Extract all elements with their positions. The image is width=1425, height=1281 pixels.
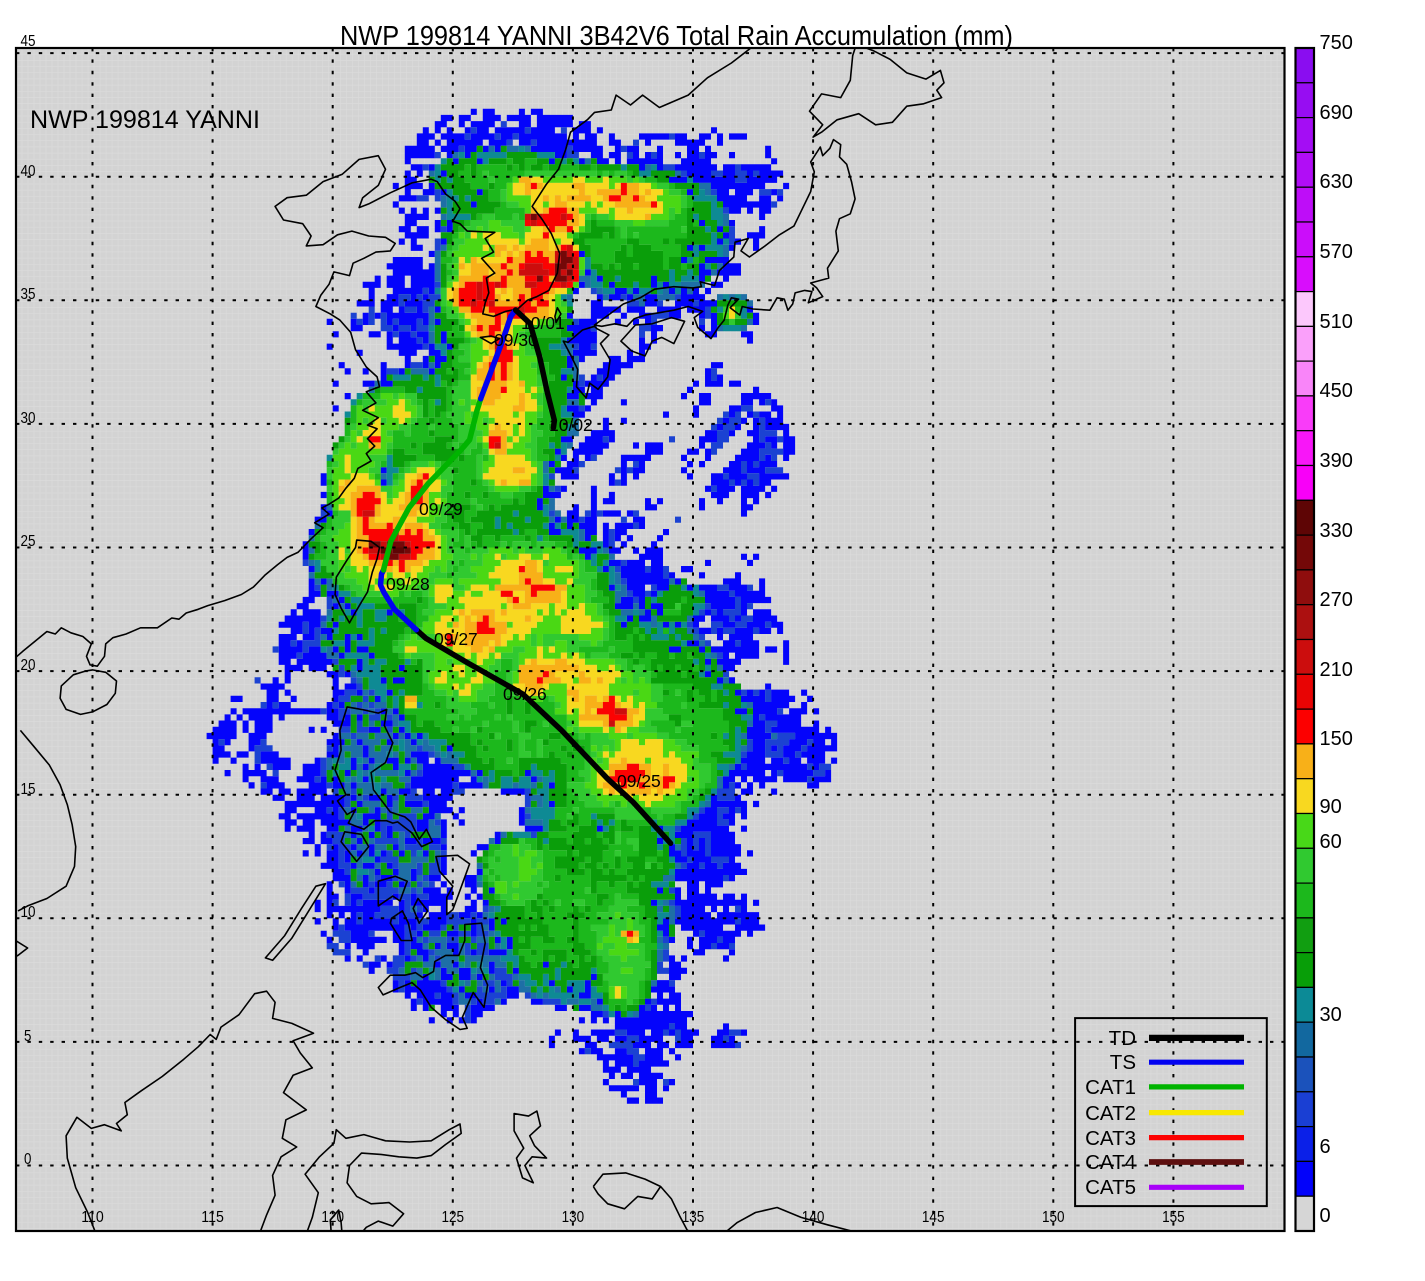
svg-text:135: 135: [682, 1209, 705, 1226]
svg-text:450: 450: [1320, 380, 1353, 402]
svg-text:60: 60: [1320, 831, 1342, 853]
svg-text:150: 150: [1042, 1209, 1065, 1226]
svg-text:210: 210: [1320, 659, 1353, 681]
svg-text:120: 120: [321, 1209, 344, 1226]
svg-text:09/27: 09/27: [434, 629, 478, 649]
svg-text:09/30: 09/30: [494, 330, 538, 350]
svg-text:30: 30: [21, 410, 36, 427]
svg-text:750: 750: [1320, 32, 1353, 54]
svg-text:TS: TS: [1110, 1051, 1136, 1074]
svg-text:140: 140: [802, 1209, 825, 1226]
svg-text:CAT5: CAT5: [1085, 1176, 1136, 1199]
svg-text:CAT2: CAT2: [1085, 1102, 1136, 1125]
svg-text:CAT3: CAT3: [1085, 1127, 1136, 1150]
svg-text:330: 330: [1320, 520, 1353, 542]
svg-text:125: 125: [442, 1209, 465, 1226]
svg-text:155: 155: [1162, 1209, 1185, 1226]
svg-text:30: 30: [1320, 1004, 1342, 1026]
svg-text:25: 25: [21, 533, 36, 550]
svg-text:09/25: 09/25: [617, 771, 661, 791]
svg-text:570: 570: [1320, 241, 1353, 263]
svg-text:110: 110: [81, 1209, 104, 1226]
svg-text:09/28: 09/28: [386, 574, 430, 594]
svg-text:NWP 199814 YANNI: NWP 199814 YANNI: [30, 106, 260, 134]
svg-text:145: 145: [922, 1209, 945, 1226]
svg-text:0: 0: [24, 1151, 31, 1168]
svg-text:6: 6: [1320, 1136, 1331, 1158]
svg-text:10/02: 10/02: [549, 415, 593, 435]
svg-text:510: 510: [1320, 311, 1353, 333]
svg-text:15: 15: [21, 781, 36, 798]
svg-text:270: 270: [1320, 589, 1353, 611]
svg-text:10/01: 10/01: [521, 313, 565, 333]
svg-text:10: 10: [21, 904, 36, 921]
svg-text:390: 390: [1320, 450, 1353, 472]
svg-text:0: 0: [1320, 1205, 1331, 1227]
svg-text:TD: TD: [1109, 1027, 1136, 1050]
svg-text:690: 690: [1320, 102, 1353, 124]
svg-text:630: 630: [1320, 171, 1353, 193]
svg-text:09/29: 09/29: [419, 499, 463, 519]
svg-text:150: 150: [1320, 728, 1353, 750]
svg-text:130: 130: [562, 1209, 585, 1226]
svg-text:NWP 199814 YANNI 3B42V6 Total: NWP 199814 YANNI 3B42V6 Total Rain Accum…: [340, 20, 1013, 51]
svg-text:45: 45: [21, 33, 36, 50]
svg-text:CAT4: CAT4: [1085, 1151, 1136, 1174]
svg-text:5: 5: [24, 1028, 31, 1045]
svg-text:CAT1: CAT1: [1085, 1076, 1136, 1099]
svg-text:40: 40: [21, 163, 36, 180]
svg-text:20: 20: [21, 657, 36, 674]
svg-text:35: 35: [21, 286, 36, 303]
svg-text:115: 115: [201, 1209, 224, 1226]
svg-text:90: 90: [1320, 796, 1342, 818]
svg-text:09/26: 09/26: [503, 684, 547, 704]
